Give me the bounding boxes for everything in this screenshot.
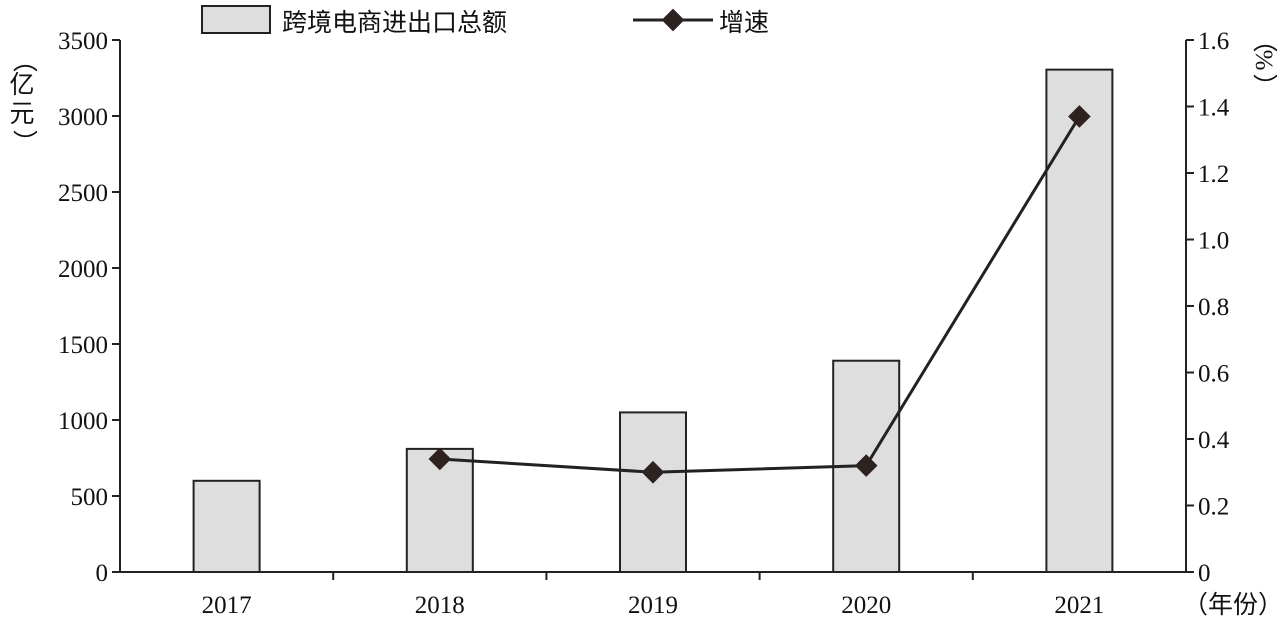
x-tick-label: 2020 bbox=[841, 592, 891, 619]
bar-2019 bbox=[619, 411, 687, 573]
left-tick-label: 2500 bbox=[58, 180, 108, 207]
x-axis-label: （年份） bbox=[1183, 590, 1283, 619]
x-ticks: 2017 2018 2019 2020 2021 bbox=[202, 572, 1104, 619]
left-tick-label: 2000 bbox=[58, 256, 108, 283]
legend-bar-swatch bbox=[201, 5, 271, 34]
left-tick-label: 3500 bbox=[58, 28, 108, 55]
growth-point-2019 bbox=[641, 460, 665, 484]
left-ticks: 0 500 1000 1500 2000 2500 3000 3500 bbox=[58, 28, 120, 587]
left-axis-label-char-1: 亿 bbox=[9, 70, 34, 99]
left-tick-label: 500 bbox=[71, 484, 109, 511]
growth-point-2018 bbox=[428, 447, 452, 471]
right-tick-label: 0.6 bbox=[1198, 361, 1229, 388]
left-axis-label-close: ） bbox=[10, 129, 39, 154]
x-tick-label: 2019 bbox=[628, 592, 678, 619]
left-tick-label: 1000 bbox=[58, 408, 108, 435]
legend: 跨境电商进出口总额 增速 bbox=[201, 5, 769, 37]
growth-line bbox=[439, 115, 1081, 474]
right-tick-label: 1.0 bbox=[1198, 228, 1229, 255]
left-axis-label: （ 亿 元 ） bbox=[9, 47, 39, 154]
right-tick-label: 0.8 bbox=[1198, 294, 1229, 321]
bars-layer bbox=[192, 68, 1114, 574]
right-axis-label-percent: % bbox=[1250, 50, 1277, 71]
bar-2017 bbox=[192, 479, 261, 573]
bar-2021 bbox=[1045, 68, 1114, 573]
left-tick-label: 3000 bbox=[58, 104, 108, 131]
x-tick-label: 2018 bbox=[415, 592, 465, 619]
right-tick-label: 0.4 bbox=[1198, 427, 1230, 454]
legend-bar-label: 跨境电商进出口总额 bbox=[282, 8, 507, 37]
legend-line-marker bbox=[661, 8, 685, 32]
x-tick-label: 2017 bbox=[202, 592, 252, 619]
left-tick-label: 0 bbox=[96, 560, 109, 587]
growth-point-2021 bbox=[1068, 105, 1091, 128]
right-axis-label: （ % ） bbox=[1250, 27, 1279, 98]
legend-line-label: 增速 bbox=[719, 8, 769, 37]
line-layer bbox=[428, 105, 1091, 484]
right-axis-label-close: ） bbox=[1250, 73, 1279, 98]
right-tick-label: 0.2 bbox=[1198, 494, 1229, 521]
right-tick-label: 1.2 bbox=[1198, 161, 1229, 188]
left-axis-label-char-2: 元 bbox=[9, 99, 34, 128]
left-tick-label: 1500 bbox=[58, 332, 108, 359]
x-tick-label: 2021 bbox=[1054, 592, 1104, 619]
right-axis-label-open: （ bbox=[1250, 27, 1279, 52]
growth-point-2020 bbox=[854, 454, 878, 477]
right-ticks: 0 0.2 0.4 0.6 0.8 1.0 1.2 1.4 1.6 bbox=[1186, 28, 1230, 587]
right-tick-label: 0 bbox=[1198, 560, 1211, 587]
right-tick-label: 1.4 bbox=[1198, 95, 1230, 122]
right-tick-label: 1.6 bbox=[1198, 28, 1229, 55]
left-axis-label-open: （ bbox=[10, 47, 39, 72]
